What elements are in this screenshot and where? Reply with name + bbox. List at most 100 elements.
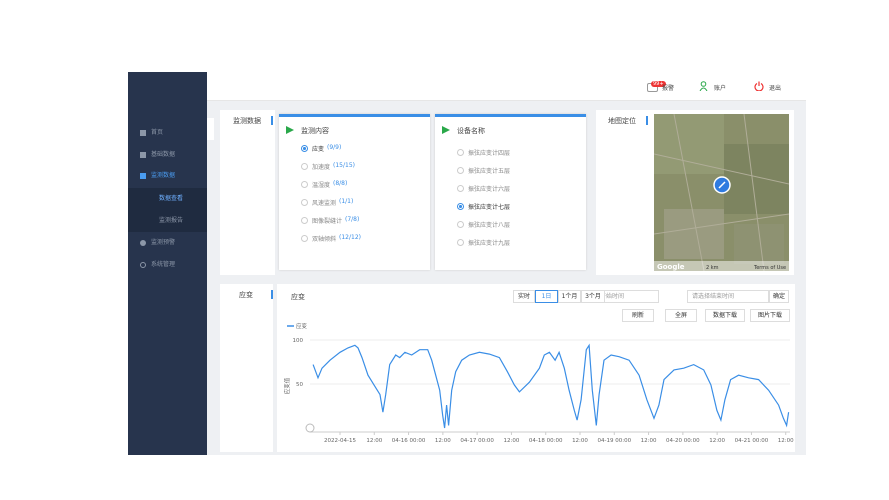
submenu-item-active[interactable]: 数据查看 [159,195,184,202]
map-terms[interactable]: Terms of Use [753,265,786,271]
tab-card: 应变 [220,284,273,452]
tool-button[interactable]: 刷新 [622,309,654,322]
submenu-item[interactable]: 监测报告 [159,217,184,224]
option-label[interactable]: 振弦应变计四层 [468,150,511,157]
end-date[interactable]: 请选择结束时间 [687,290,769,303]
menu-item[interactable]: 系统管理 [151,261,176,268]
option-label[interactable]: 双轴倾斜 [312,236,337,243]
map-card: 地图定位 Google 2 km Terms of Use [596,110,794,275]
account-icon [699,81,708,91]
tab-label: 监测数据 [233,117,261,125]
logout-icon [754,81,764,91]
x-tick-label: 12:00 [435,438,451,444]
radio[interactable] [457,149,464,156]
menu-item[interactable]: 首页 [151,129,164,136]
map-logo: Google [657,263,685,271]
x-tick-label: 04-20 00:00 [666,438,700,444]
x-tick-label: 12:00 [366,438,382,444]
menu-item[interactable]: 监测预警 [151,239,176,246]
menu-icon [140,262,146,268]
menu-icon [140,173,146,179]
option-label[interactable]: 温湿度 [312,182,331,189]
radio[interactable] [457,185,464,192]
radio[interactable] [301,217,308,224]
range-button[interactable]: 3个月 [581,290,605,303]
sidebar: 首页 基础数据 监测数据 数据查看 监测报告 监测预警 系统管理 [128,72,207,455]
radio[interactable] [301,163,308,170]
option-count: (9/9) [327,144,342,151]
option-label[interactable]: 振弦应变计六层 [468,186,511,193]
tab-marker [646,116,648,125]
tab-card: 监测数据 [220,110,275,275]
range-button[interactable]: 1个月 [558,290,581,303]
x-tick-label: 12:00 [709,438,725,444]
tool-button[interactable]: 数据下载 [705,309,745,322]
range-button[interactable]: 1日 [535,290,558,303]
radio[interactable] [457,239,464,246]
range-button[interactable]: 实时 [513,290,535,303]
zoom-handle[interactable] [305,423,315,433]
radio[interactable] [457,221,464,228]
option-label[interactable]: 振弦应变计七层 [468,204,511,211]
option-label[interactable]: 振弦应变计九层 [468,240,511,247]
option-count: (7/8) [345,216,360,223]
logout-link[interactable]: 退出 [769,85,782,92]
option-count: (12/12) [339,234,361,241]
chart-title: 应变 [291,293,305,301]
menu-icon [140,152,146,158]
alarm-badge: 99+ [651,81,666,87]
x-tick-label: 04-18 00:00 [529,438,563,444]
option-label[interactable]: 风速监测 [312,200,337,207]
tool-button[interactable]: 图片下载 [750,309,790,322]
option-count: (8/8) [333,180,348,187]
map-title: 地图定位 [608,117,636,125]
menu-icon [140,240,146,246]
panel-title: 监测内容 [301,127,329,135]
option-label[interactable]: 图像裂缝计 [312,218,343,225]
radio[interactable] [301,145,308,152]
panel-arrow [442,126,450,134]
y-tick-label: 50 [296,382,303,388]
map[interactable]: Google 2 km Terms of Use [654,114,789,271]
radio[interactable] [301,235,308,242]
x-tick-label: 04-21 00:00 [735,438,769,444]
x-tick-label: 2022-04-15 [324,438,356,444]
series-line [312,343,790,429]
panel-arrow [286,126,294,134]
monitor-panel: 监测内容 应变 (9/9) 加速度 (15/15) 温湿度 (8/8) 风速监测 (1/1) 图… [279,114,430,270]
menu-item[interactable]: 基础数据 [151,151,176,158]
option-label[interactable]: 应变 [312,146,325,153]
menu-item-active[interactable]: 监测数据 [151,172,176,179]
account-link[interactable]: 账户 [714,85,727,92]
submenu [128,188,207,232]
option-label[interactable]: 振弦应变计八层 [468,222,511,229]
radio[interactable] [301,181,308,188]
radio[interactable] [457,167,464,174]
tab-marker [271,290,273,299]
x-tick-label: 04-17 00:00 [460,438,494,444]
menu-icon [140,130,146,136]
option-count: (15/15) [333,162,355,169]
y-tick-label: 100 [293,338,304,344]
tool-button[interactable]: 全屏 [665,309,697,322]
chart-card: 应变 请选择开始时间 请选择结束时间 实时1日1个月3个月确定刷新全屏数据下载图… [277,284,795,452]
option-label[interactable]: 振弦应变计五层 [468,168,511,175]
option-label[interactable]: 加速度 [312,164,331,171]
x-tick-label: 12:00 [778,438,794,444]
alarm-link[interactable]: 报警 [662,85,675,92]
sidebar-toggle[interactable] [207,118,214,140]
x-tick-label: 12:00 [641,438,657,444]
x-tick-label: 12:00 [572,438,588,444]
x-tick-label: 04-16 00:00 [392,438,426,444]
radio[interactable] [301,199,308,206]
radio[interactable] [457,203,464,210]
tab-label: 应变 [239,291,253,299]
tab-marker [271,116,273,125]
x-tick-label: 04-19 00:00 [597,438,631,444]
device-panel: 设备名称 振弦应变计四层 振弦应变计五层 振弦应变计六层 振弦应变计七层 振弦应变计八层… [435,114,586,270]
confirm-button[interactable]: 确定 [769,290,789,303]
x-tick-label: 12:00 [503,438,519,444]
top-bar: 99+ 报警 账户 退出 [207,72,806,101]
